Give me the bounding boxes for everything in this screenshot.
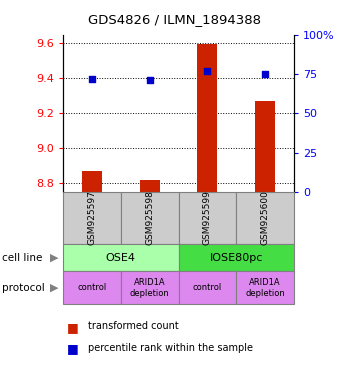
Text: ▶: ▶ xyxy=(50,253,58,263)
Text: control: control xyxy=(77,283,106,292)
Text: control: control xyxy=(193,283,222,292)
Bar xyxy=(82,171,102,192)
Bar xyxy=(197,44,217,192)
Text: GDS4826 / ILMN_1894388: GDS4826 / ILMN_1894388 xyxy=(89,13,261,26)
Text: ■: ■ xyxy=(66,321,78,334)
Text: ■: ■ xyxy=(66,343,78,356)
Text: OSE4: OSE4 xyxy=(106,253,136,263)
Point xyxy=(147,76,153,83)
Bar xyxy=(140,180,160,192)
Text: percentile rank within the sample: percentile rank within the sample xyxy=(88,343,252,353)
Point xyxy=(204,68,210,74)
Text: GSM925598: GSM925598 xyxy=(145,190,154,245)
Text: ARID1A
depletion: ARID1A depletion xyxy=(245,278,285,298)
Text: protocol: protocol xyxy=(2,283,44,293)
Text: ▶: ▶ xyxy=(50,283,58,293)
Text: IOSE80pc: IOSE80pc xyxy=(210,253,263,263)
Bar xyxy=(255,101,275,192)
Text: transformed count: transformed count xyxy=(88,321,178,331)
Point xyxy=(89,76,95,82)
Point xyxy=(262,71,268,77)
Text: GSM925600: GSM925600 xyxy=(261,190,270,245)
Text: GSM925599: GSM925599 xyxy=(203,190,212,245)
Text: cell line: cell line xyxy=(2,253,42,263)
Text: GSM925597: GSM925597 xyxy=(88,190,96,245)
Text: ARID1A
depletion: ARID1A depletion xyxy=(130,278,169,298)
